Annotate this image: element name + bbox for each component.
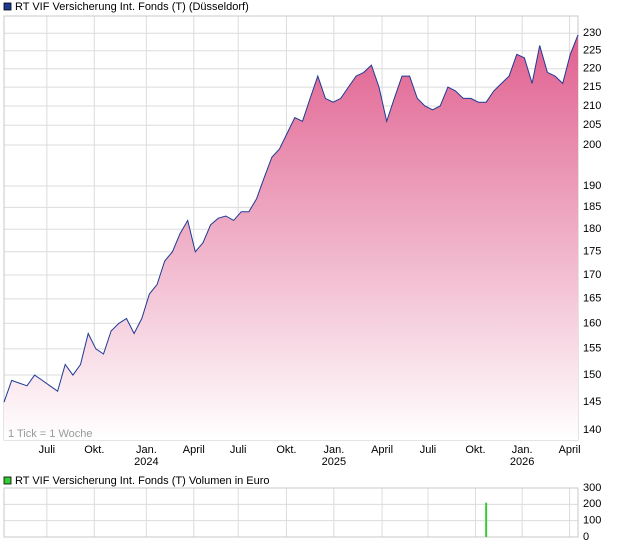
y-tick-label: 150 xyxy=(583,369,601,381)
x-tick-label: Juli xyxy=(39,444,56,456)
x-tick-label: Okt. xyxy=(276,444,296,456)
y-tick-label: 230 xyxy=(583,27,601,39)
x-tick-label: Jan. xyxy=(136,444,157,456)
plot-frame xyxy=(3,487,579,538)
y-tick-label: 210 xyxy=(583,100,601,112)
x-tick-label: April xyxy=(371,444,393,456)
line xyxy=(3,34,579,403)
y-tick-label: 180 xyxy=(583,223,601,235)
y-tick-label: 190 xyxy=(583,180,601,192)
plot-background xyxy=(4,488,578,537)
bar xyxy=(485,502,488,537)
y-tick-label: 170 xyxy=(583,269,601,281)
x-tick-label: Juli xyxy=(230,444,247,456)
x-tick-label: Jan. xyxy=(512,444,533,456)
x-tick-year: 2024 xyxy=(134,456,158,468)
x-tick-label: April xyxy=(559,444,581,456)
y-tick-label: 300 xyxy=(583,482,601,494)
y-tick-label: 215 xyxy=(583,81,601,93)
y-tick-label: 145 xyxy=(583,396,601,408)
legend-swatch xyxy=(3,2,12,11)
y-tick-label: 185 xyxy=(583,201,601,213)
y-tick-label: 205 xyxy=(583,119,601,131)
y-tick-label: 200 xyxy=(583,139,601,151)
y-tick-label: 155 xyxy=(583,343,601,355)
y-tick-label: 100 xyxy=(583,515,601,527)
x-tick-label: Juli xyxy=(420,444,437,456)
y-tick-label: 225 xyxy=(583,45,601,57)
area xyxy=(4,34,578,441)
chart-title: RT VIF Versicherung Int. Fonds (T) (Düss… xyxy=(15,1,249,13)
x-tick-label: April xyxy=(183,444,205,456)
chart-title: RT VIF Versicherung Int. Fonds (T) Volum… xyxy=(15,475,270,487)
x-tick-label: Jan. xyxy=(323,444,344,456)
y-tick-label: 0 xyxy=(583,531,589,543)
x-tick-year: 2026 xyxy=(510,456,534,468)
legend-swatch xyxy=(3,476,12,485)
y-tick-label: 175 xyxy=(583,246,601,258)
x-tick-label: Okt. xyxy=(465,444,485,456)
y-tick-label: 220 xyxy=(583,63,601,75)
y-tick-label: 200 xyxy=(583,498,601,510)
x-tick-label: Okt. xyxy=(84,444,104,456)
y-tick-label: 140 xyxy=(583,424,601,436)
annotation: 1 Tick = 1 Woche xyxy=(8,428,92,440)
x-tick-year: 2025 xyxy=(322,456,346,468)
y-tick-label: 165 xyxy=(583,293,601,305)
y-tick-label: 160 xyxy=(583,317,601,329)
